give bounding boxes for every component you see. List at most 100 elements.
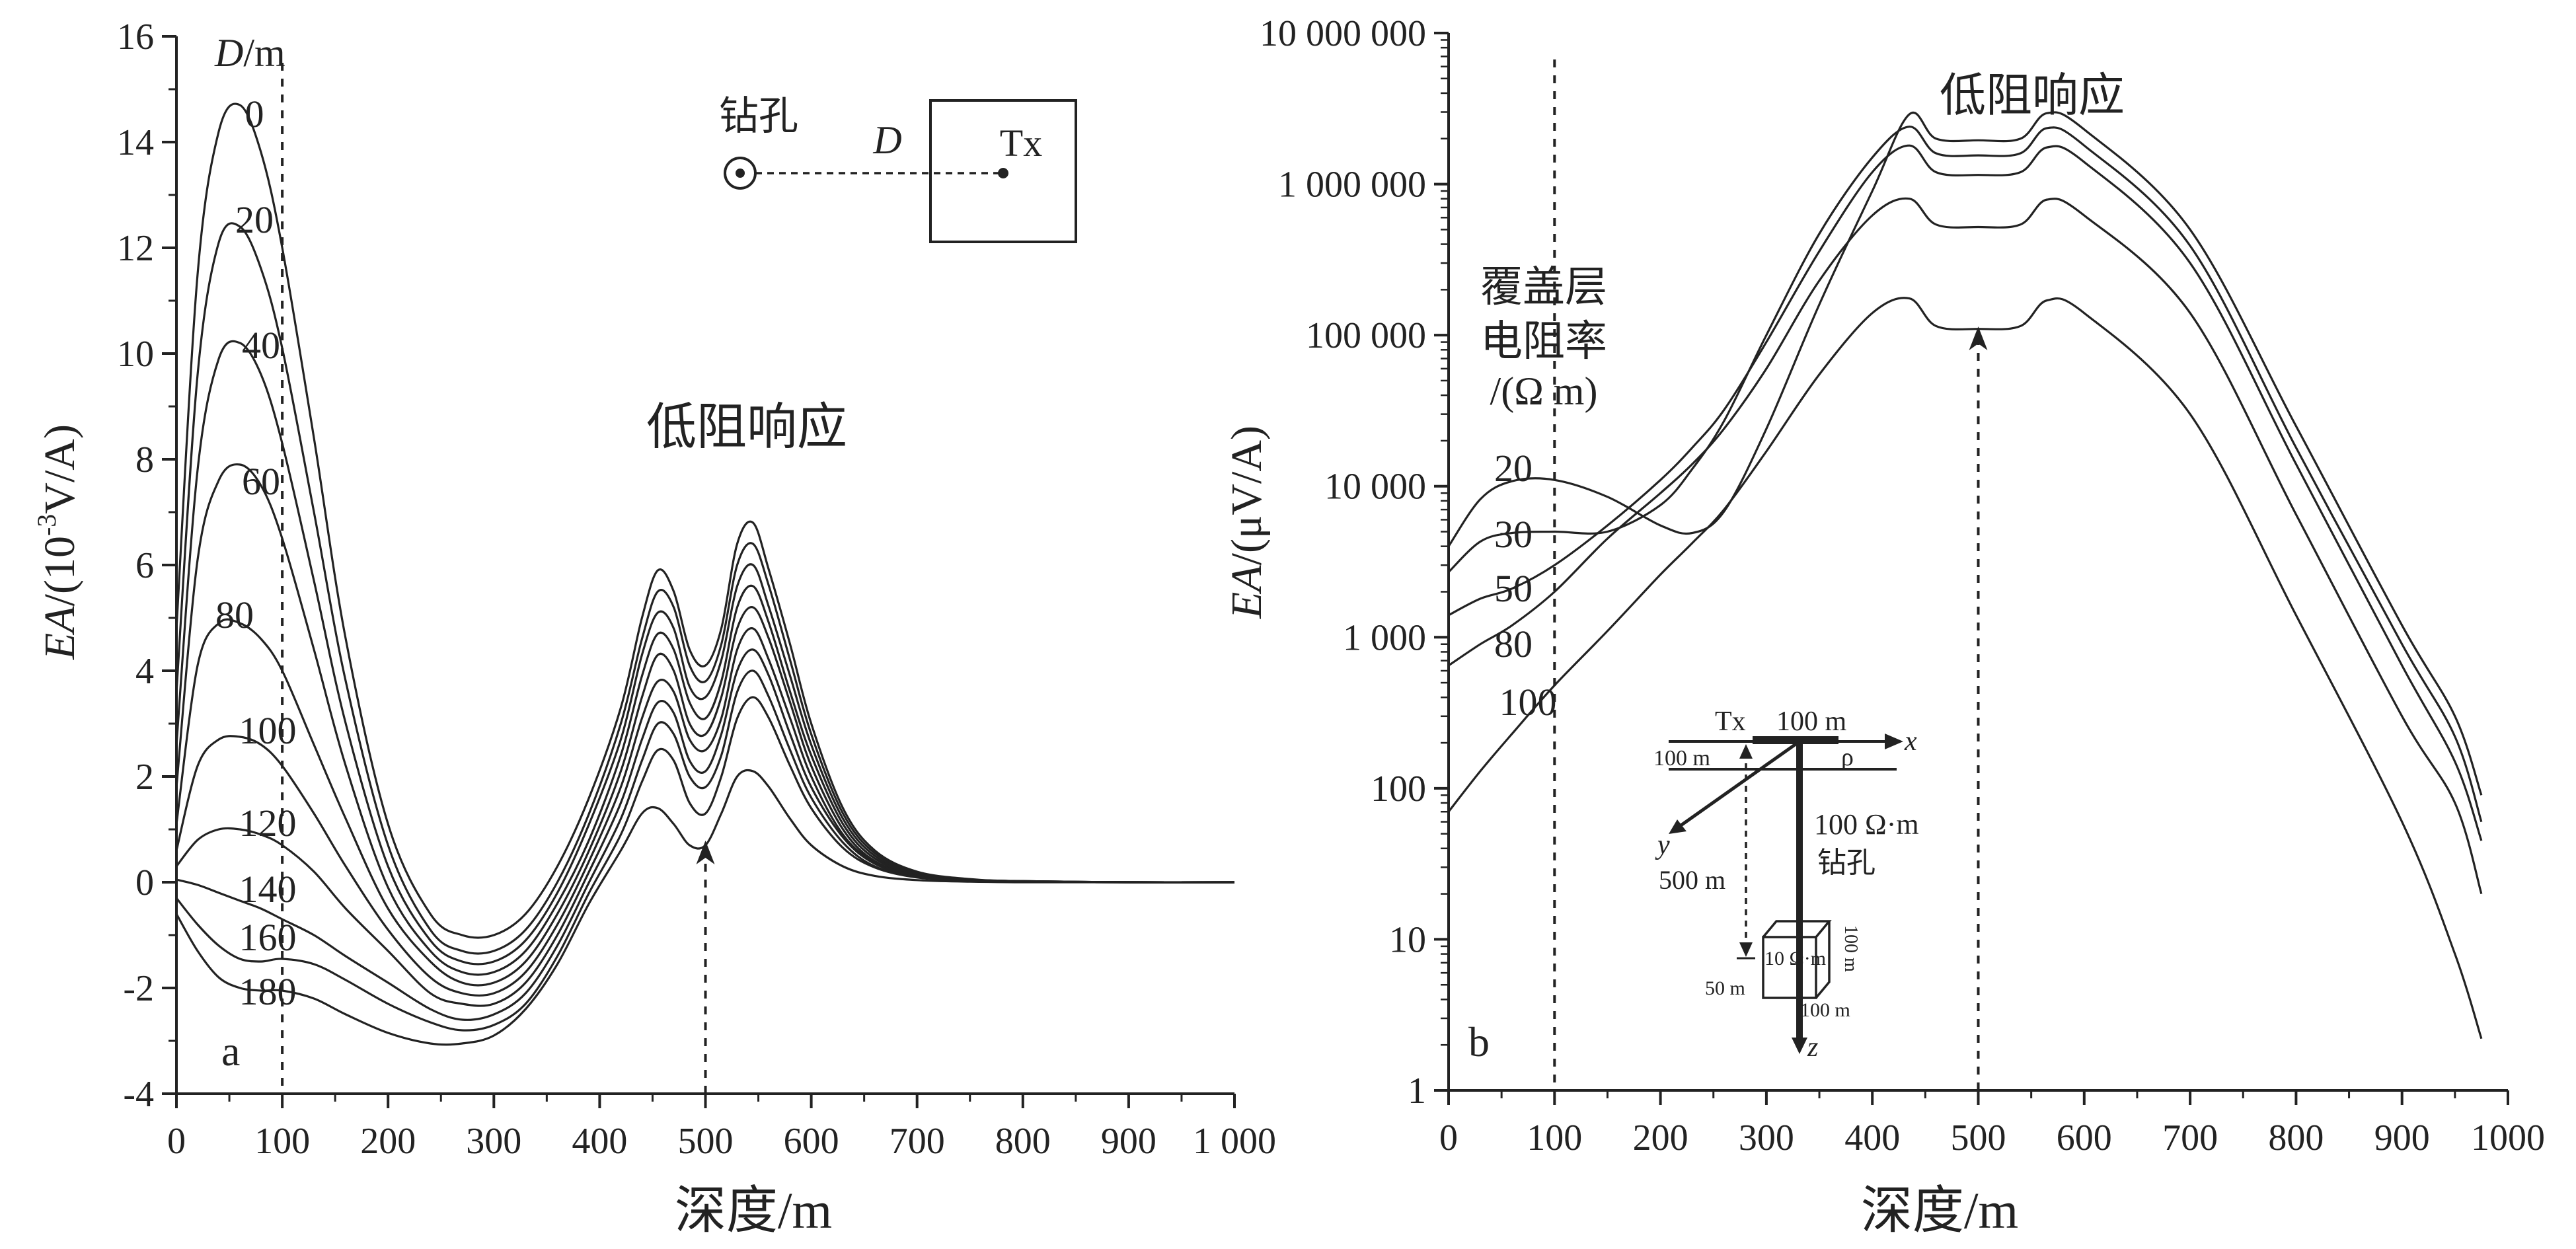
chart-a: 0 100 200 300 400 500 600 700 800 900 1 000-4-2024…: [32, 17, 1276, 1239]
chart-b-x-tick-label: 1000: [2471, 1117, 2545, 1158]
chart-a-series-line-2: [175, 340, 1235, 965]
chart-b-series-label-100: 100: [1499, 681, 1557, 724]
chart-b-series-line-3: [1448, 197, 2483, 895]
chart-a-series-line-5: [175, 627, 1235, 997]
chart-b-x-tick-label: 600: [2057, 1117, 2112, 1158]
inset-b-host-resistivity: 100 Ω·m: [1814, 808, 1919, 841]
chart-a-series-line-9: [175, 769, 1234, 1046]
chart-a-x-tick-label: 900: [1101, 1121, 1156, 1162]
tx-loop: [929, 99, 1077, 243]
chart-b-series-label-30: 30: [1494, 513, 1533, 556]
target-body: [1762, 920, 1832, 999]
chart-a-series-label-100: 100: [239, 709, 297, 752]
chart-a-panel-label: a: [221, 1028, 240, 1075]
chart-a-series-label-60: 60: [242, 460, 280, 503]
chart-a-x-label: 深度/m: [675, 1182, 832, 1239]
chart-b-arrow-head: [1969, 326, 1988, 350]
inset-b-z-axis: z: [1807, 1032, 1818, 1063]
chart-b-series-line-2: [1448, 144, 2483, 841]
chart-a-legend-title: D/m: [214, 31, 285, 75]
inset-b-x-axis: x: [1904, 726, 1917, 757]
chart-a-x-tick-label: 500: [678, 1121, 734, 1162]
inset-b-body-width: 100 m: [1800, 999, 1850, 1021]
x-axis-arrowhead: [1885, 734, 1903, 749]
depth-arrowhead-down: [1739, 942, 1753, 957]
chart-b-legend-line-2: 电阻率: [1480, 318, 1607, 365]
chart-b-x-tick-label: 500: [1951, 1117, 2006, 1158]
chart-b-series-label-20: 20: [1494, 447, 1533, 490]
inset-b-body-height: 100 m: [1840, 925, 1861, 972]
y-axis-line: [1674, 739, 1801, 831]
chart-a-y-tick-label: -4: [123, 1074, 154, 1115]
chart-b-y-label-unit: /(μV/A): [1223, 426, 1271, 565]
chart-b-x-tick-label: 100: [1527, 1117, 1582, 1158]
chart-b-series-line-1: [1447, 126, 2483, 823]
chart-a-series-label-180: 180: [239, 970, 297, 1013]
inset-b-depth: 500 m: [1659, 865, 1725, 895]
chart-b-inset: Tx 100 m x 100 m ρ 100 Ω·m 钻孔 y 500 m 10…: [1653, 706, 1919, 1063]
chart-a-series-label-140: 140: [239, 868, 297, 911]
chart-a-series-line-0: [175, 102, 1235, 939]
chart-a-x-tick-label: 0: [167, 1121, 186, 1162]
inset-b-y-axis: y: [1655, 830, 1670, 860]
chart-b-y-label: EA/(μV/A): [1223, 426, 1271, 619]
chart-a-y-tick-label: -2: [123, 968, 154, 1009]
target-body-front: [1762, 936, 1817, 999]
chart-a-legend-title-d: D: [214, 31, 243, 75]
chart-a-series-line-1: [175, 222, 1235, 955]
inset-a-hole-label: 钻孔: [719, 95, 798, 138]
chart-a-axes: 0 100 200 300 400 500 600 700 800 900 1 000-4-2024…: [117, 17, 1276, 1162]
inset-b-rho: ρ: [1841, 743, 1854, 771]
target-body-top: [1762, 920, 1832, 938]
inset-b-cover: 100 m: [1653, 746, 1710, 771]
chart-a-series-label-20: 20: [235, 198, 274, 241]
chart-b-x-tick-label: 800: [2268, 1117, 2324, 1158]
chart-a-x-tick-label: 700: [890, 1121, 945, 1162]
chart-b-legend-line-3: /(Ω m): [1490, 369, 1598, 413]
chart-a-y-label: EA/(10-3V/A): [32, 424, 84, 660]
chart-a-series-label-0: 0: [245, 93, 264, 135]
chart-b-x-tick-label: 300: [1739, 1117, 1794, 1158]
chart-b-x-tick-label: 400: [1844, 1117, 1900, 1158]
chart-a-inset: 钻孔 D Tx: [719, 95, 1077, 243]
chart-a-series-label-120: 120: [239, 802, 297, 845]
chart-b-series-label-50: 50: [1494, 567, 1533, 610]
chart-b-y-tick-label: 100: [1371, 769, 1426, 810]
chart-a-arrow-head: [696, 841, 715, 864]
chart-b-y-tick-label: 10 000: [1324, 467, 1426, 508]
chart-a-series-line-4: [175, 606, 1235, 987]
chart-b-x-tick-label: 900: [2374, 1117, 2430, 1158]
chart-a-x-tick-label: 100: [254, 1121, 310, 1162]
chart-b-x-tick-label: 200: [1633, 1117, 1688, 1158]
chart-b-series-line-4: [1447, 297, 2483, 1040]
inset-a-source-label: Tx: [1000, 122, 1042, 165]
chart-b-series: [1447, 111, 2483, 1040]
chart-b-y-tick-label: 1 000: [1343, 617, 1426, 658]
chart-a-y-label-unit: V/A): [36, 424, 84, 514]
chart-b-y-tick-label: 10 000 000: [1260, 13, 1426, 54]
chart-a-x-tick-label: 200: [360, 1121, 416, 1162]
inset-b-tx-length: 100 m: [1776, 706, 1847, 737]
borehole-center-dot: [736, 169, 745, 178]
z-axis-arrowhead: [1792, 1038, 1807, 1054]
chart-a-series-label-160: 160: [239, 916, 297, 959]
inset-b-body-depth: 50 m: [1705, 977, 1745, 999]
chart-a-y-tick-label: 8: [135, 439, 154, 480]
chart-b-y-tick-label: 1: [1408, 1071, 1426, 1112]
chart-a-series: [175, 102, 1235, 1046]
chart-b-axes: 0 100 200 300 400 500 600 700 800 900 1000 1 10 100 1 …: [1260, 13, 2545, 1158]
chart-b-legend-line-1: 覆盖层: [1480, 264, 1607, 311]
chart-a-y-label-exponent: -3: [32, 514, 61, 536]
chart-a-x-tick-label: 600: [784, 1121, 839, 1162]
chart-a-y-tick-label: 2: [135, 757, 154, 798]
chart-a-x-tick-label: 800: [995, 1121, 1051, 1162]
chart-a-y-tick-label: 10: [117, 334, 154, 375]
chart-b-series-label-80: 80: [1494, 623, 1533, 665]
chart-b-y-tick-label: 1 000 000: [1278, 165, 1426, 206]
chart-a-x-tick-label: 1 000: [1193, 1121, 1276, 1162]
chart-b-series-line-0: [1447, 111, 2483, 796]
chart-a-series-line-8: [175, 696, 1235, 1032]
chart-b-x-tick-label: 0: [1439, 1117, 1458, 1158]
chart-b-y-label-ea: EA: [1223, 565, 1271, 619]
